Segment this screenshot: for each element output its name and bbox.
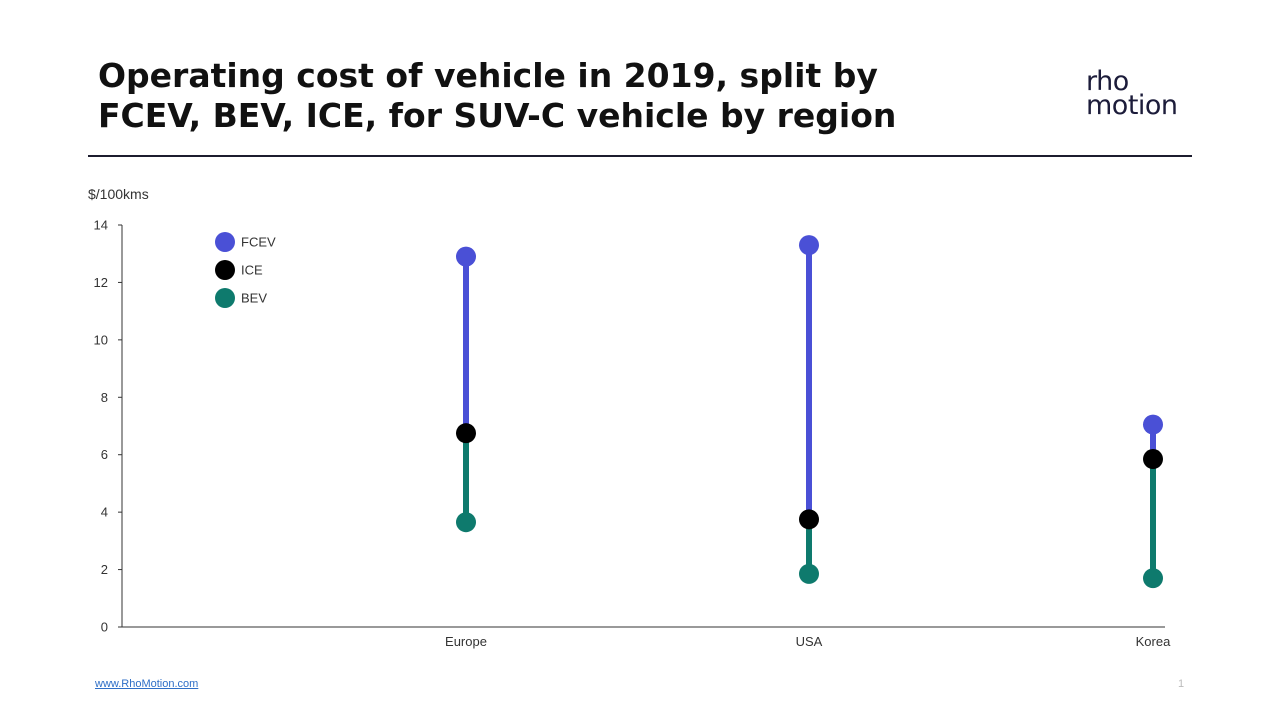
point-ice-europe (456, 423, 476, 444)
legend-label-bev: BEV (241, 291, 267, 306)
y-tick-label: 4 (101, 505, 108, 520)
point-fcev-usa (799, 235, 819, 256)
y-tick-label: 6 (101, 447, 108, 462)
point-bev-europe (456, 512, 476, 533)
legend-marker-fcev (215, 232, 235, 252)
chart-title: Operating cost of vehicle in 2019, split… (98, 56, 998, 136)
x-tick-label-korea: Korea (1136, 634, 1171, 649)
legend-marker-bev (215, 288, 235, 308)
point-ice-korea (1143, 449, 1163, 470)
title-line-1: Operating cost of vehicle in 2019, split… (98, 56, 878, 95)
y-tick-label: 14 (94, 218, 108, 233)
point-fcev-europe (456, 246, 476, 267)
legend-marker-ice (215, 260, 235, 280)
y-tick-label: 8 (101, 390, 108, 405)
title-line-2: FCEV, BEV, ICE, for SUV-C vehicle by reg… (98, 96, 897, 135)
point-bev-korea (1143, 568, 1163, 589)
y-axis-label: $/100kms (88, 186, 149, 202)
y-tick-label: 0 (101, 620, 108, 635)
logo-line-2: motion (1086, 90, 1178, 121)
logo-line-1: rho (1086, 66, 1129, 97)
title-divider (88, 155, 1192, 157)
point-ice-usa (799, 509, 819, 530)
x-tick-label-europe: Europe (445, 634, 487, 649)
x-tick-label-usa: USA (796, 634, 823, 649)
page-number: 1 (1178, 678, 1185, 690)
footer-website-link[interactable]: www.RhoMotion.com (95, 678, 199, 690)
y-tick-label: 12 (94, 275, 108, 290)
point-bev-usa (799, 563, 819, 584)
y-tick-label: 10 (94, 332, 108, 347)
legend-label-ice: ICE (241, 263, 263, 278)
point-fcev-korea (1143, 414, 1163, 435)
rho-motion-logo: rho motion (1086, 66, 1178, 121)
y-tick-label: 2 (101, 562, 108, 577)
legend-label-fcev: FCEV (241, 235, 276, 250)
